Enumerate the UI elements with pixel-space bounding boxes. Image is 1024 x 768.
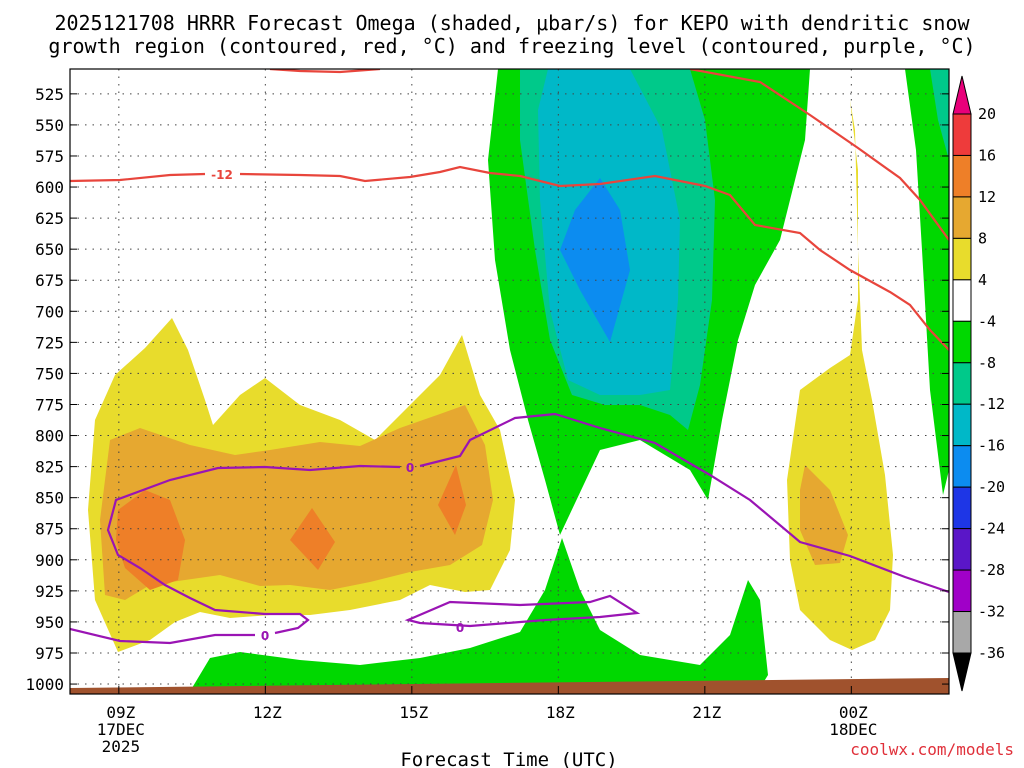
colorbar: 20 16 12 8 4 -4 -8 -12 -16 -20 -24 -28 -32 -36 [952, 75, 1005, 692]
colorbar-swatch-2 [952, 196, 972, 239]
colorbar-swatch-8 [952, 445, 972, 488]
freezing-contour-main [70, 412, 949, 645]
y-tick-label-875: 875 [35, 520, 64, 539]
colorbar-swatch-10 [952, 528, 972, 571]
y-tick-label-925: 925 [35, 582, 64, 601]
omega-shade-teal-right [930, 69, 949, 160]
y-tick-label-800: 800 [35, 427, 64, 446]
x-tick-label-12-0: 12Z [253, 703, 282, 722]
x-tick-label-18-0: 18Z [546, 703, 575, 722]
colorbar-swatch-11 [952, 569, 972, 613]
omega-shade-orange-right [438, 465, 466, 535]
y-tick-label-850: 850 [35, 489, 64, 508]
y-tick-label-625: 625 [35, 209, 64, 228]
freezing-contour-label-1: 0 [406, 461, 414, 475]
y-tick-label-575: 575 [35, 147, 64, 166]
y-tick-label-700: 700 [35, 302, 64, 321]
x-axis-title: Forecast Time (UTC) [400, 749, 617, 768]
y-tick-label-900: 900 [35, 551, 64, 570]
y-tick-label-675: 675 [35, 271, 64, 290]
plot-frame [69, 68, 950, 695]
dgz-contour-label: -12 [211, 168, 233, 182]
colorbar-label-2: 12 [978, 188, 996, 206]
terrain-ground [70, 678, 949, 694]
colorbar-label-6: -8 [978, 354, 996, 372]
omega-shade-gold [100, 405, 493, 600]
x-tick-label-15-0: 15Z [399, 703, 428, 722]
omega-shade-gold-right [800, 465, 848, 565]
y-tick-label-1000: 1000 [25, 675, 64, 694]
y-tick-label-600: 600 [35, 178, 64, 197]
colorbar-label-4: 4 [978, 271, 987, 289]
freezing-contour-label-3: 0 [456, 621, 464, 635]
colorbar-bottom-triangle [952, 652, 972, 692]
contours [70, 69, 949, 645]
colorbar-label-11: -28 [978, 561, 1005, 579]
y-tick-label-725: 725 [35, 333, 64, 352]
x-tick-label-24-1: 18DEC [829, 720, 877, 739]
freezing-contour-lower [404, 594, 641, 628]
colorbar-swatch-6 [952, 362, 972, 405]
omega-shading [88, 69, 949, 688]
colorbar-swatch-5 [952, 320, 972, 364]
colorbar-top-triangle [952, 75, 972, 115]
omega-shade-green-low [192, 538, 768, 688]
dgz-contour-upper [269, 69, 381, 74]
chart-title-line-1: 2025121708 HRRR Forecast Omega (shaded, … [54, 11, 970, 35]
colorbar-swatch-7 [952, 403, 972, 447]
omega-shade-orange-mid [290, 508, 335, 570]
colorbar-label-10: -24 [978, 520, 1005, 538]
y-tick-label-950: 950 [35, 613, 64, 632]
colorbar-label-12: -32 [978, 603, 1005, 621]
colorbar-label-13: -36 [978, 644, 1005, 662]
colorbar-swatch-4 [952, 279, 972, 322]
x-tick-label-24-0: 00Z [839, 703, 868, 722]
y-tick-label-825: 825 [35, 458, 64, 477]
omega-shade-green-right [905, 69, 949, 495]
credit-text: coolwx.com/models [850, 740, 1014, 759]
colorbar-label-1: 16 [978, 146, 996, 164]
omega-shade-blue [560, 178, 630, 342]
colorbar-label-9: -20 [978, 478, 1005, 496]
freezing-contour-label-2: 0 [261, 629, 269, 643]
x-tick-label-9-1: 17DEC [97, 720, 145, 739]
y-axis: 525 550 575 600 625 650 675 700 725 750 775 800 825 8… [25, 85, 949, 694]
colorbar-label-7: -12 [978, 395, 1005, 413]
y-tick-label-750: 750 [35, 364, 64, 383]
x-tick-label-21-0: 21Z [692, 703, 721, 722]
colorbar-swatch-3 [952, 237, 972, 281]
y-tick-label-525: 525 [35, 85, 64, 104]
colorbar-label-3: 8 [978, 229, 987, 247]
y-tick-label-775: 775 [35, 395, 64, 414]
colorbar-swatch-9 [952, 486, 972, 530]
dgz-contour-top-right [689, 69, 949, 241]
y-tick-label-550: 550 [35, 116, 64, 135]
colorbar-label-8: -16 [978, 437, 1005, 455]
colorbar-label-0: 20 [978, 105, 996, 123]
colorbar-swatch-1 [952, 154, 972, 198]
colorbar-swatch-0 [952, 113, 972, 156]
y-tick-label-650: 650 [35, 240, 64, 259]
colorbar-swatch-12 [952, 611, 972, 654]
x-tick-label-9-0: 09Z [106, 703, 135, 722]
chart-title-line-2: growth region (contoured, red, °C) and f… [48, 34, 975, 58]
y-tick-label-975: 975 [35, 644, 64, 663]
colorbar-label-5: -4 [978, 312, 996, 330]
x-tick-label-9-2: 2025 [102, 737, 141, 756]
dgz-contour-main [70, 165, 949, 351]
